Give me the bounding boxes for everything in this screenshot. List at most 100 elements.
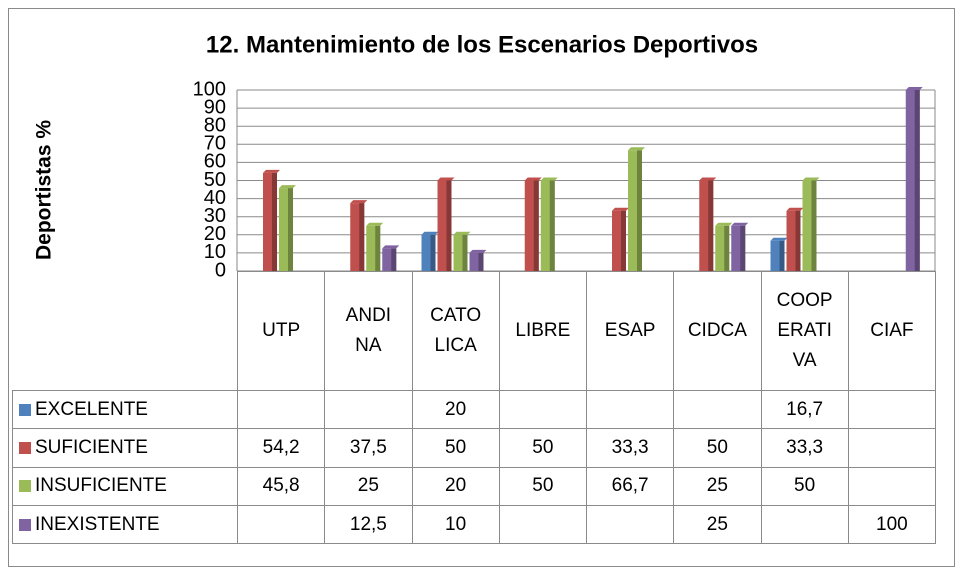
data-label: 66,7 bbox=[611, 475, 649, 497]
bar-top bbox=[699, 177, 717, 181]
y-tick-label: 10 bbox=[204, 241, 226, 263]
bar-shade bbox=[621, 210, 626, 271]
bar-top bbox=[263, 169, 280, 173]
category-cell: COOPERATIVA bbox=[760, 271, 849, 391]
bar-top bbox=[524, 177, 542, 181]
bar-shade bbox=[446, 180, 452, 271]
data-label: 16,7 bbox=[786, 398, 824, 420]
bar-shade bbox=[533, 180, 539, 271]
bar-shade bbox=[795, 210, 801, 271]
bar-top bbox=[770, 237, 788, 241]
value-cell bbox=[237, 504, 326, 545]
data-label: 37,5 bbox=[349, 436, 387, 458]
x-tick-label: ANDINA bbox=[345, 305, 392, 356]
bar-top bbox=[802, 177, 820, 181]
bar-top bbox=[628, 147, 645, 151]
category-cell: CATOLICA bbox=[411, 271, 500, 391]
data-label: 10 bbox=[445, 513, 467, 535]
value-cell: 25 bbox=[673, 466, 762, 506]
legend-swatch bbox=[19, 403, 31, 416]
category-cell: ESAP bbox=[586, 271, 675, 391]
data-label: 50 bbox=[706, 436, 728, 458]
data-label: 33,3 bbox=[786, 436, 824, 458]
bar-shade bbox=[740, 225, 746, 271]
value-cell: 10 bbox=[411, 504, 500, 545]
chart-frame bbox=[8, 8, 955, 567]
category-cell: ANDINA bbox=[324, 271, 413, 391]
data-label: 20 bbox=[445, 398, 467, 420]
legend-label: EXCELENTE bbox=[35, 398, 148, 420]
bar-shade bbox=[637, 150, 642, 271]
bar-top bbox=[469, 249, 487, 253]
data-label: 25 bbox=[706, 513, 728, 535]
value-cell: 25 bbox=[324, 466, 413, 506]
value-cell: 66,7 bbox=[586, 466, 675, 506]
bar-shade bbox=[779, 240, 785, 271]
legend-cell: EXCELENTE bbox=[12, 390, 238, 430]
x-tick-label: ESAP bbox=[604, 320, 656, 341]
value-cell bbox=[498, 390, 587, 430]
data-label: 50 bbox=[532, 436, 554, 458]
value-cell: 50 bbox=[498, 428, 587, 468]
bar-top bbox=[905, 87, 923, 90]
legend-swatch bbox=[19, 518, 31, 531]
bar-shade bbox=[430, 234, 436, 271]
data-label: 100 bbox=[876, 513, 908, 535]
value-cell: 20 bbox=[411, 390, 500, 430]
bar-shade bbox=[478, 252, 484, 271]
bar-shade bbox=[359, 203, 365, 271]
bar-top bbox=[540, 177, 558, 181]
value-cell: 33,3 bbox=[760, 428, 849, 468]
y-tick-label: 80 bbox=[204, 114, 226, 136]
data-label: 45,8 bbox=[262, 475, 300, 497]
bar-shade bbox=[811, 180, 817, 271]
bar-shade bbox=[375, 225, 381, 271]
legend-swatch bbox=[19, 480, 31, 493]
bar-shade bbox=[272, 172, 277, 271]
y-tick-label: 0 bbox=[215, 259, 226, 281]
legend-label: SUFICIENTE bbox=[35, 436, 148, 458]
bar-shade bbox=[391, 248, 397, 271]
value-cell: 25 bbox=[673, 504, 762, 545]
value-cell: 33,3 bbox=[586, 428, 675, 468]
data-label: 54,2 bbox=[262, 436, 300, 458]
y-axis-label: Deportistas % bbox=[33, 120, 56, 260]
data-label: 25 bbox=[706, 475, 728, 497]
y-tick-label: 100 bbox=[193, 78, 226, 100]
value-cell bbox=[673, 390, 762, 430]
bar-top bbox=[437, 177, 455, 181]
bar-shade bbox=[549, 180, 555, 271]
value-cell: 50 bbox=[411, 428, 500, 468]
bar-top bbox=[350, 200, 368, 204]
y-tick-label: 40 bbox=[204, 187, 226, 209]
legend-swatch bbox=[19, 441, 31, 454]
category-cell: LIBRE bbox=[498, 271, 587, 391]
legend-label: INEXISTENTE bbox=[35, 513, 160, 535]
bar-top bbox=[279, 185, 296, 189]
bar-shade bbox=[914, 90, 920, 271]
bar-shade bbox=[288, 188, 293, 271]
data-label: 25 bbox=[357, 475, 379, 497]
data-label: 33,3 bbox=[611, 436, 649, 458]
y-tick-label: 70 bbox=[204, 133, 226, 155]
value-cell bbox=[760, 504, 849, 545]
legend-label: INSUFICIENTE bbox=[35, 475, 167, 497]
data-label: 50 bbox=[794, 475, 816, 497]
value-cell: 50 bbox=[673, 428, 762, 468]
x-tick-label: COOPERATIVA bbox=[776, 290, 833, 371]
value-cell bbox=[586, 390, 675, 430]
x-tick-label: LIBRE bbox=[515, 320, 571, 341]
value-cell: 100 bbox=[847, 504, 936, 545]
legend-cell: INEXISTENTE bbox=[12, 504, 238, 545]
category-cell: CIAF bbox=[847, 271, 936, 391]
value-cell: 12,5 bbox=[324, 504, 413, 545]
x-tick-label: CATOLICA bbox=[430, 305, 482, 356]
bar-top bbox=[731, 222, 749, 226]
bar-top bbox=[421, 231, 439, 235]
value-cell: 54,2 bbox=[237, 428, 326, 468]
value-cell bbox=[847, 390, 936, 430]
legend-cell: INSUFICIENTE bbox=[12, 466, 238, 506]
y-tick-label: 60 bbox=[204, 151, 226, 173]
category-cell: CIDCA bbox=[673, 271, 762, 391]
